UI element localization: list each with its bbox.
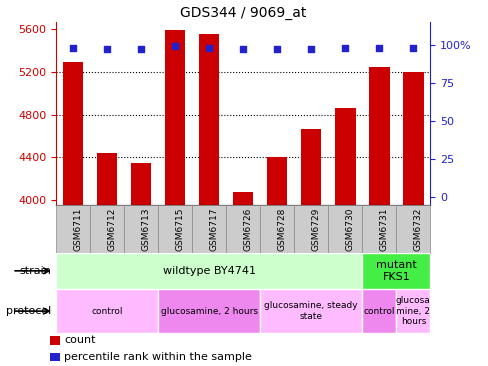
Text: GSM6731: GSM6731 [379, 207, 387, 251]
Point [375, 45, 383, 51]
Text: control: control [91, 307, 123, 315]
Bar [327, 205, 362, 253]
Bar [192, 205, 226, 253]
Bar [402, 72, 423, 205]
Bar [199, 34, 219, 205]
Text: strain: strain [20, 266, 51, 276]
Point [205, 45, 213, 51]
Bar [56, 253, 362, 289]
Bar [50, 353, 60, 362]
Point [341, 45, 348, 51]
Point [307, 46, 315, 52]
Bar [97, 153, 117, 205]
Text: protocol: protocol [6, 306, 51, 316]
Text: glucosamine, steady
state: glucosamine, steady state [264, 301, 357, 321]
Bar [362, 289, 395, 333]
Bar [158, 205, 192, 253]
Point [103, 46, 111, 52]
Bar [90, 205, 124, 253]
Text: glucosamine, 2 hours: glucosamine, 2 hours [161, 307, 257, 315]
Bar [260, 289, 362, 333]
Text: GSM6729: GSM6729 [311, 207, 320, 251]
Bar [395, 205, 429, 253]
Bar [362, 205, 395, 253]
Bar [334, 108, 355, 205]
Bar [226, 205, 260, 253]
Bar [260, 205, 294, 253]
Text: GSM6717: GSM6717 [209, 207, 218, 251]
Bar [301, 130, 321, 205]
Point [273, 46, 281, 52]
Bar [362, 253, 429, 289]
Bar [395, 289, 429, 333]
Text: control: control [363, 307, 394, 315]
Bar [131, 163, 151, 205]
Bar [294, 205, 327, 253]
Text: GSM6728: GSM6728 [277, 207, 285, 251]
Point [171, 44, 179, 49]
Point [408, 45, 416, 51]
Bar [233, 192, 253, 205]
Text: count: count [64, 335, 96, 346]
Text: GSM6715: GSM6715 [175, 207, 184, 251]
Text: GSM6713: GSM6713 [141, 207, 150, 251]
Text: GSM6732: GSM6732 [412, 207, 422, 251]
Point [69, 45, 77, 51]
Bar [368, 67, 389, 205]
Bar [50, 336, 60, 345]
Bar [165, 30, 185, 205]
Bar [63, 62, 83, 205]
Bar [124, 205, 158, 253]
Text: glucosa
mine, 2
hours: glucosa mine, 2 hours [395, 296, 430, 326]
Bar [56, 205, 90, 253]
Text: GSM6730: GSM6730 [345, 207, 354, 251]
Point [137, 46, 145, 52]
Text: wildtype BY4741: wildtype BY4741 [163, 266, 255, 276]
Text: GSM6712: GSM6712 [107, 207, 116, 251]
Text: percentile rank within the sample: percentile rank within the sample [64, 352, 251, 362]
Point [239, 46, 246, 52]
Text: GSM6711: GSM6711 [73, 207, 82, 251]
Text: mutant
FKS1: mutant FKS1 [375, 260, 416, 282]
Title: GDS344 / 9069_at: GDS344 / 9069_at [180, 5, 306, 19]
Bar [56, 289, 158, 333]
Text: GSM6726: GSM6726 [243, 207, 252, 251]
Bar [158, 289, 260, 333]
Bar [266, 157, 287, 205]
